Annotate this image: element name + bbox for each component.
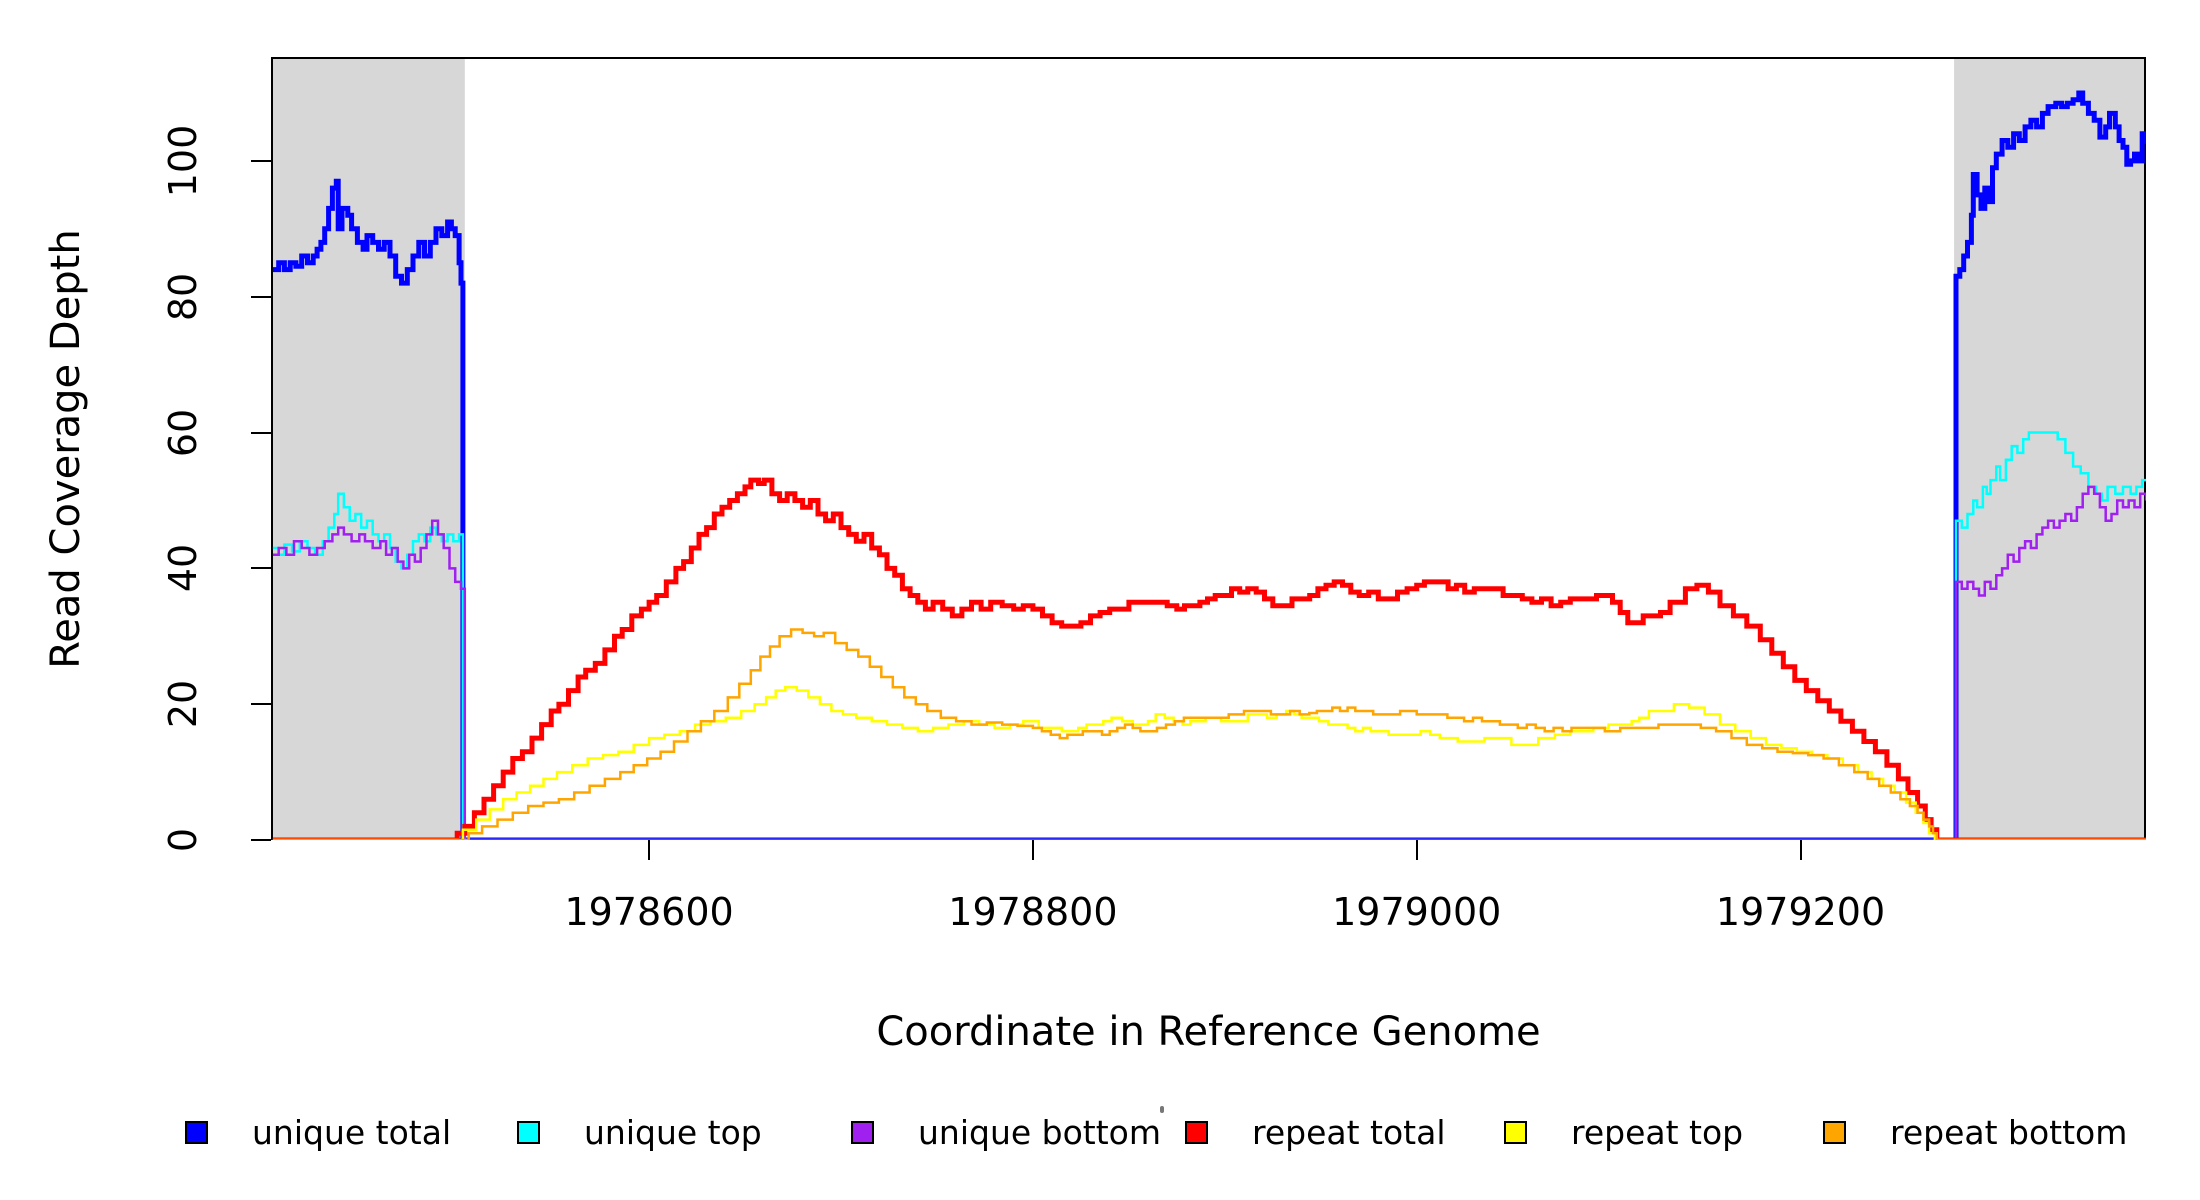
series-unique-top	[272, 431, 2146, 840]
legend-item-unique-bottom: unique bottom	[851, 1113, 1161, 1152]
unique-region-shading	[271, 57, 465, 840]
x-tick-mark	[1031, 840, 1034, 860]
y-tick-mark	[251, 703, 271, 706]
y-axis-title: Read Coverage Depth	[43, 228, 89, 669]
legend-swatch-icon	[1504, 1120, 1527, 1144]
x-axis-title: Coordinate in Reference Genome	[876, 1009, 1541, 1055]
series-repeat-total	[272, 477, 2146, 840]
legend-swatch-icon	[1823, 1120, 1846, 1144]
legend-swatch-icon	[851, 1120, 874, 1144]
y-tick-label: 40	[161, 544, 205, 593]
legend-item-repeat-bottom: repeat bottom	[1823, 1113, 2127, 1152]
y-tick-label: 80	[161, 272, 205, 321]
y-tick-mark	[251, 431, 271, 434]
x-tick-label: 1978800	[948, 890, 1118, 934]
legend-item-repeat-total: repeat total	[1185, 1113, 1446, 1152]
unique-region-shading	[1954, 57, 2146, 840]
legend-item-unique-top: unique top	[517, 1113, 762, 1152]
x-tick-mark	[1799, 840, 1802, 860]
y-tick-label: 0	[161, 827, 205, 853]
series-unique-bottom	[272, 485, 2146, 840]
y-tick-label: 20	[161, 679, 205, 729]
legend-swatch-icon	[185, 1120, 208, 1144]
legend-swatch-icon	[517, 1120, 540, 1144]
legend-label: unique total	[252, 1112, 452, 1152]
y-tick-label: 60	[161, 408, 205, 457]
y-tick-mark	[251, 159, 271, 162]
x-tick-mark	[1415, 840, 1418, 860]
y-tick-label: 100	[161, 124, 205, 198]
series-repeat-bottom	[272, 628, 2146, 840]
x-tick-label: 1979200	[1715, 890, 1886, 934]
plot-area	[271, 57, 2146, 840]
x-tick-label: 1979000	[1332, 890, 1502, 934]
legend-item-unique-total: unique total	[185, 1113, 451, 1152]
legend-item-repeat-top: repeat top	[1504, 1113, 1743, 1152]
legend-artifact-dot	[1160, 1106, 1164, 1113]
legend-label: unique bottom	[918, 1112, 1162, 1152]
y-tick-mark	[251, 839, 271, 841]
legend-label: repeat bottom	[1890, 1112, 2128, 1152]
y-tick-mark	[251, 567, 271, 570]
x-tick-mark	[648, 840, 651, 860]
legend-label: unique top	[584, 1112, 762, 1152]
legend-label: repeat top	[1571, 1112, 1744, 1152]
legend-label: repeat total	[1252, 1112, 1446, 1152]
legend-swatch-icon	[1185, 1120, 1208, 1144]
y-tick-mark	[251, 295, 271, 298]
series-unique-total	[272, 90, 2146, 840]
x-tick-label: 1978600	[564, 890, 734, 934]
